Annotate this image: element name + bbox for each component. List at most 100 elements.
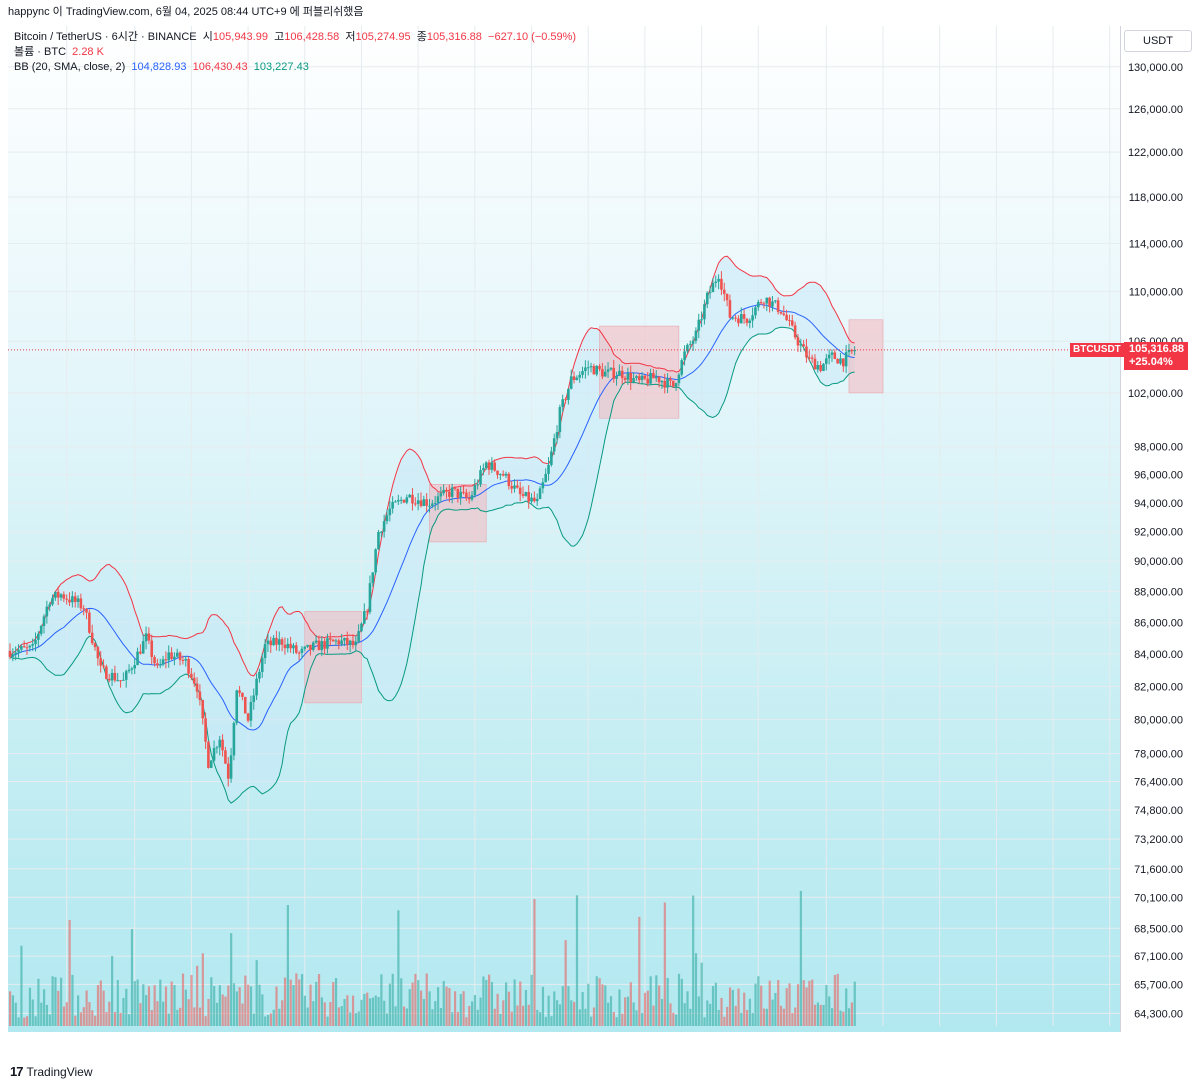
candle-body: [850, 349, 854, 352]
candle-body: [649, 372, 652, 384]
candle-body: [323, 641, 326, 649]
candle-body: [745, 318, 749, 323]
volume-bar: [377, 997, 380, 1026]
candle-body: [431, 503, 434, 506]
candle-body: [725, 293, 729, 301]
candle-body: [8, 650, 12, 657]
candle-body: [365, 611, 369, 613]
publish-attribution: happync 이 TradingView.com, 6월 04, 2025 0…: [0, 0, 1200, 24]
candle-body: [666, 378, 669, 388]
legend-close-label: 종: [416, 31, 427, 43]
candle-body: [530, 497, 533, 502]
volume-bar: [179, 1007, 182, 1026]
candle-body: [683, 351, 686, 361]
candle-body: [263, 644, 267, 659]
candle-body: [422, 499, 426, 507]
candle-body: [479, 470, 482, 485]
candle-body: [141, 641, 145, 654]
legend-symbol[interactable]: Bitcoin / TetherUS · 6시간 · BINANCE: [14, 31, 197, 43]
candle-body: [802, 344, 805, 347]
chart-area[interactable]: 264월6111621265월6111621266월611162126: [8, 26, 1120, 1032]
volume-bar: [728, 987, 732, 1026]
candle-body: [416, 500, 420, 504]
tradingview-logo[interactable]: 17 TradingView: [10, 1064, 93, 1079]
candle-body: [575, 377, 579, 380]
volume-bar: [193, 1007, 196, 1026]
candle-body: [73, 596, 77, 602]
candle-body: [836, 358, 839, 364]
candle-body: [595, 365, 599, 375]
volume-bar: [796, 984, 800, 1026]
volume-bar: [54, 977, 57, 1026]
volume-bar: [459, 994, 462, 1026]
candle-body: [759, 302, 763, 304]
candle-body: [507, 473, 511, 487]
volume-bar: [709, 1003, 712, 1026]
volume-bar: [573, 1001, 576, 1026]
candle-body: [765, 297, 769, 304]
volume-bar: [309, 984, 312, 1026]
volume-bar: [108, 1001, 111, 1026]
volume-bar: [660, 999, 664, 1026]
candle-body: [569, 376, 573, 389]
candle-body: [204, 718, 207, 742]
volume-bar: [777, 980, 780, 1026]
volume-bar: [51, 976, 54, 1026]
volume-bar: [714, 982, 717, 1026]
volume-bar: [686, 991, 689, 1026]
volume-bar: [649, 976, 652, 1026]
volume-bar: [113, 1012, 117, 1026]
candle-body: [226, 763, 230, 779]
candle-body: [686, 344, 689, 352]
candle-body: [493, 462, 496, 471]
candle-body: [42, 616, 46, 626]
volume-bar: [354, 1013, 357, 1026]
volume-bar: [584, 1008, 587, 1026]
candle-body: [374, 549, 377, 573]
currency-button[interactable]: USDT: [1124, 30, 1192, 52]
volume-bar: [476, 1009, 479, 1026]
y-tick-label: 84,000.00: [1134, 649, 1183, 661]
price-axis[interactable]: 130,000.00 126,000.00 122,000.00 118,000.00…: [1120, 26, 1200, 1032]
candle-body: [748, 320, 752, 323]
candle-body: [181, 660, 185, 662]
candle-body: [136, 651, 139, 666]
candle-body: [657, 376, 661, 383]
candle-body: [110, 672, 114, 681]
last-price-badge: 105,316.88 +25.04%: [1124, 341, 1188, 370]
volume-bar: [289, 979, 292, 1026]
candle-body: [776, 300, 780, 312]
y-tick-label: 118,000.00: [1129, 192, 1183, 204]
volume-bar: [312, 1001, 315, 1026]
volume-bar: [570, 1000, 573, 1026]
legend-bb-row[interactable]: BB (20, SMA, close, 2) 104,828.93 106,43…: [14, 60, 576, 75]
candle-body: [714, 281, 718, 283]
candle-body: [90, 632, 94, 644]
y-tick-label: 94,000.00: [1134, 498, 1183, 510]
volume-bar: [96, 985, 100, 1026]
volume-bar: [683, 1003, 686, 1026]
candle-body: [153, 657, 156, 664]
volume-bar: [771, 999, 774, 1026]
y-tick-label: 88,000.00: [1134, 586, 1183, 598]
candle-body: [184, 658, 188, 661]
legend-volume-row[interactable]: 볼륨 · BTC 2.28 K: [14, 45, 576, 60]
candle-body: [853, 349, 856, 352]
volume-bar: [850, 1002, 854, 1026]
volume-bar: [655, 975, 658, 1026]
volume-bar: [762, 1008, 766, 1026]
legend-bb-lower: 103,227.43: [253, 61, 309, 73]
candle-body: [754, 307, 757, 316]
y-tick-label: 114,000.00: [1129, 238, 1183, 250]
price-chart[interactable]: 264월6111621265월6111621266월611162126: [8, 26, 1120, 1032]
volume-bar: [473, 995, 477, 1026]
candle-body: [345, 637, 349, 645]
candle-body: [711, 282, 715, 293]
candle-body: [518, 487, 522, 495]
candle-body: [17, 649, 20, 653]
candle-body: [453, 487, 457, 489]
volume-bar: [116, 980, 119, 1026]
volume-bar: [564, 940, 567, 1026]
candle-body: [805, 346, 808, 358]
candle-body: [294, 645, 298, 653]
